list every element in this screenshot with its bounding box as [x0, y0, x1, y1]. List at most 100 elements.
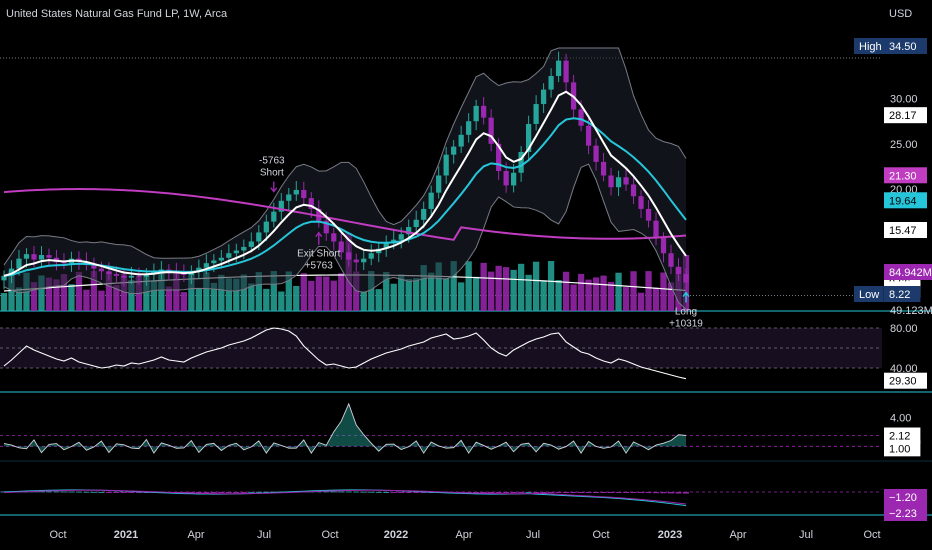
macd-hist-bar [375, 491, 382, 493]
volume-bar [38, 275, 45, 311]
macd-hist-bar [548, 492, 555, 494]
candle-body [143, 274, 150, 277]
macd-current-label: −1.20 [889, 492, 917, 504]
volume-bar [135, 276, 143, 311]
candle-body [241, 246, 247, 251]
volume-bar [308, 280, 315, 311]
macd-hist-bar [555, 492, 562, 493]
volume-bar [0, 293, 8, 311]
ema-mid-line [3, 117, 687, 277]
rvol-area [4, 403, 686, 454]
volume-bar [458, 282, 465, 311]
time-tick-label: Jul [799, 529, 813, 541]
bb-fill [4, 48, 686, 310]
macd-hist-bar [83, 491, 90, 493]
volume-bar [68, 284, 75, 311]
volume-bar [278, 291, 285, 311]
exit-annotation-label: Exit Short [297, 249, 341, 260]
candle-body [600, 161, 607, 176]
candle-body [338, 241, 344, 253]
short-annotation-label: Short [260, 168, 284, 179]
macd-hist-bar [563, 492, 570, 493]
volume-bar [405, 278, 412, 311]
candle-body [451, 146, 457, 155]
bb-upper-line [3, 47, 687, 266]
price-label-box [884, 167, 927, 184]
volume-bar [645, 271, 652, 311]
candle-body [548, 76, 554, 90]
candle-body [196, 267, 202, 272]
volume-bar [517, 263, 525, 311]
volume-bar [323, 276, 330, 311]
volume-bar [495, 265, 502, 311]
volume-bar [577, 273, 585, 311]
volume-bar [390, 283, 397, 311]
macd-signal-label: −2.23 [889, 508, 917, 520]
macd-hist-bar [488, 492, 495, 493]
volume-ma-label: 49.123M [890, 305, 932, 317]
macd-hist-bar [383, 491, 390, 493]
macd-hist-bar [75, 491, 82, 493]
time-tick-label: 2023 [658, 529, 682, 541]
volume-bar [255, 272, 262, 311]
volume-bar [60, 274, 68, 311]
candle-body [218, 257, 224, 261]
macd-hist-bar [645, 492, 652, 494]
candle-body [466, 121, 472, 135]
price-label-box [884, 107, 927, 124]
macd-hist-bar [660, 492, 667, 494]
candle-body [593, 145, 599, 162]
candle-body [286, 194, 292, 201]
time-tick-label: 2022 [384, 529, 408, 541]
volume-bar [532, 261, 540, 311]
macd-hist-bar [338, 491, 345, 493]
volume-bar [270, 271, 277, 311]
volume-bar [607, 281, 615, 311]
candle-body [263, 221, 269, 233]
candle-body [368, 253, 374, 259]
candle-body [488, 117, 494, 144]
macd-hist-bar [233, 492, 240, 493]
volume-bar [375, 289, 382, 311]
macd-hist-bar [98, 491, 105, 493]
candle-body [346, 252, 352, 260]
low-marker-value: 8.22 [889, 289, 910, 301]
macd-hist-bar [53, 491, 60, 493]
candle-body [496, 143, 502, 171]
macd-hist-bar [653, 492, 660, 494]
volume-bar [383, 272, 390, 311]
volume-bar [667, 282, 675, 311]
volume-bar [165, 286, 173, 311]
macd-hist-bar [638, 492, 645, 493]
volume-bar [368, 271, 375, 311]
candle-body [1, 275, 7, 281]
price-label-box [884, 264, 932, 280]
volume-bar [502, 267, 510, 311]
volume-bar [233, 278, 240, 311]
macd-hist-bar [120, 492, 127, 493]
volume-bar [263, 288, 270, 311]
candle-body [436, 175, 442, 193]
candle-body [353, 259, 359, 263]
volume-bar [525, 274, 532, 311]
rvol-baseline-label-box [884, 440, 921, 457]
price-label-box [884, 221, 927, 238]
candle-body [16, 258, 22, 269]
volume-bar [8, 271, 15, 311]
rsi-tick-label: 80.00 [890, 323, 918, 335]
price-label: 15.47 [889, 225, 917, 237]
candle-body [585, 125, 592, 146]
candle-body [675, 266, 682, 275]
volume-bar [555, 280, 562, 311]
macd-hist-bar [263, 491, 270, 493]
macd-hist-bar [68, 491, 75, 493]
macd-hist-bar [398, 492, 405, 493]
candle-body [458, 134, 464, 147]
macd-hist-bar [38, 491, 45, 493]
macd-hist-bar [45, 491, 52, 493]
volume-bar [540, 280, 547, 311]
volume-bar [98, 290, 105, 311]
volume-bar [600, 275, 607, 311]
